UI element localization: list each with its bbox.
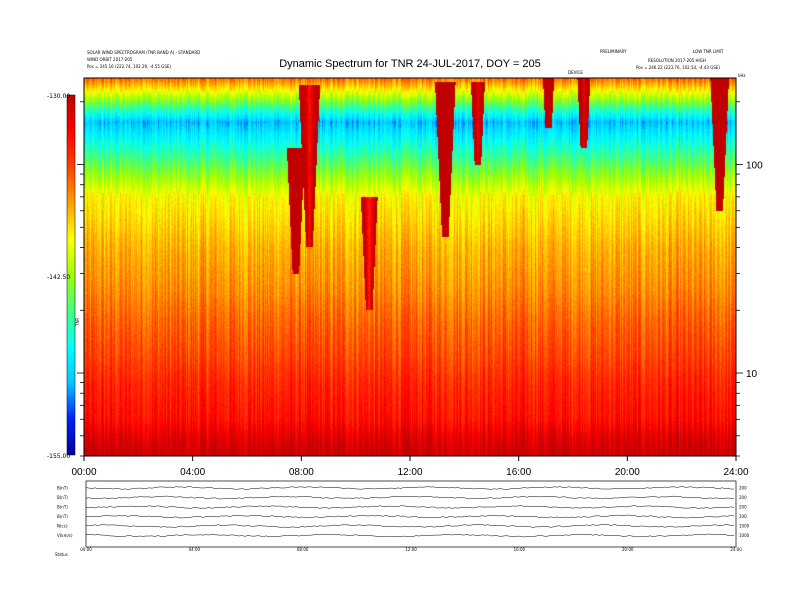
header-right-position: Pos = 246.22 (223.76, 102.54, -4.43 GSE) xyxy=(636,65,720,70)
bottom-row-label: N(cc) xyxy=(57,524,68,529)
bottom-row-trace xyxy=(85,486,735,490)
bottom-parameter-panel: Status B(nT) 200 B(nT) 200 B(nT) 200 B(nT) 200 N… xyxy=(55,480,750,557)
spectrogram-panel xyxy=(83,77,737,457)
header-right-line-3: RESOLUTION 2017-205 HIGH xyxy=(648,58,706,63)
bottom-row-label: B(nT) xyxy=(57,486,68,491)
bottom-row-trace xyxy=(85,495,735,500)
bottom-panel-frame xyxy=(85,480,737,548)
header-left-line-2: WIND ORBIT 2017-205 xyxy=(87,57,133,62)
bottom-row-trace xyxy=(85,533,735,538)
bottom-axis-label: 00:00 xyxy=(80,547,92,552)
bottom-row-trace xyxy=(85,524,735,528)
bottom-row-right-tick: 200 xyxy=(739,495,747,500)
chart-title: Dynamic Spectrum for TNR 24-JUL-2017, DO… xyxy=(279,58,541,70)
bottom-row-label: B(nT) xyxy=(57,505,68,510)
header-left-line-1: SOLAR WIND SPECTROGRAM (TNR BAND A) - ST… xyxy=(87,50,200,55)
bottom-row-trace xyxy=(85,514,735,519)
bottom-row-right-tick: 200 xyxy=(739,514,747,519)
colorbar-label: TNR xyxy=(75,318,80,327)
bottom-row-right-tick: 200 xyxy=(739,486,747,491)
colorbar-gradient xyxy=(66,94,76,456)
header-right-line-1: PRELIMINARY xyxy=(600,49,627,54)
frequency-unit-corner-label: kHz xyxy=(738,73,745,78)
bottom-row-right-tick: 200 xyxy=(739,505,747,510)
y-axis: 10 100 xyxy=(77,101,763,457)
bottom-panel-footer: Status xyxy=(55,552,68,557)
bottom-row-label: V(km/s) xyxy=(57,533,73,538)
bottom-row-trace xyxy=(85,505,735,509)
bottom-axis-label: 24:00 xyxy=(730,547,742,552)
colorbar-tick-label: -142.50 xyxy=(47,274,70,281)
x-tick-label: 12:00 xyxy=(397,467,422,478)
y-tick-label: 10 xyxy=(746,369,758,380)
colorbar: -130.00 -142.50 -155.00 TNR xyxy=(47,93,80,460)
bottom-axis-label: 04:00 xyxy=(189,547,201,552)
x-axis: 00:00 04:00 08:00 12:00 16:00 20:00 24:00 xyxy=(71,456,749,478)
x-tick-label: 24:00 xyxy=(723,467,748,478)
y-tick-label: 100 xyxy=(746,161,763,172)
bottom-row-right-tick: 1000 xyxy=(739,524,750,529)
bottom-axis-label: 08:00 xyxy=(297,547,309,552)
header-left-position: Pos = 245.16 (222.74, 102.29, -4.55 GSE) xyxy=(87,64,171,69)
bottom-axis-label: 12:00 xyxy=(405,547,417,552)
x-tick-label: 08:00 xyxy=(289,467,314,478)
bottom-row-right-tick: 1000 xyxy=(739,533,750,538)
bottom-axis-label: 20:00 xyxy=(622,547,634,552)
colorbar-tick-label: -130.00 xyxy=(47,93,70,100)
colorbar-tick-label: -155.00 xyxy=(47,453,70,460)
x-tick-label: 00:00 xyxy=(71,467,96,478)
bottom-axis-label: 16:00 xyxy=(514,547,526,552)
device-marker-label: DEVICE xyxy=(568,70,583,75)
x-tick-label: 16:00 xyxy=(506,467,531,478)
header-right-line-2: LOW TNR LIMIT xyxy=(693,49,724,54)
bottom-row-label: B(nT) xyxy=(57,495,68,500)
x-tick-label: 04:00 xyxy=(180,467,205,478)
bottom-row-label: B(nT) xyxy=(57,514,68,519)
x-tick-label: 20:00 xyxy=(615,467,640,478)
